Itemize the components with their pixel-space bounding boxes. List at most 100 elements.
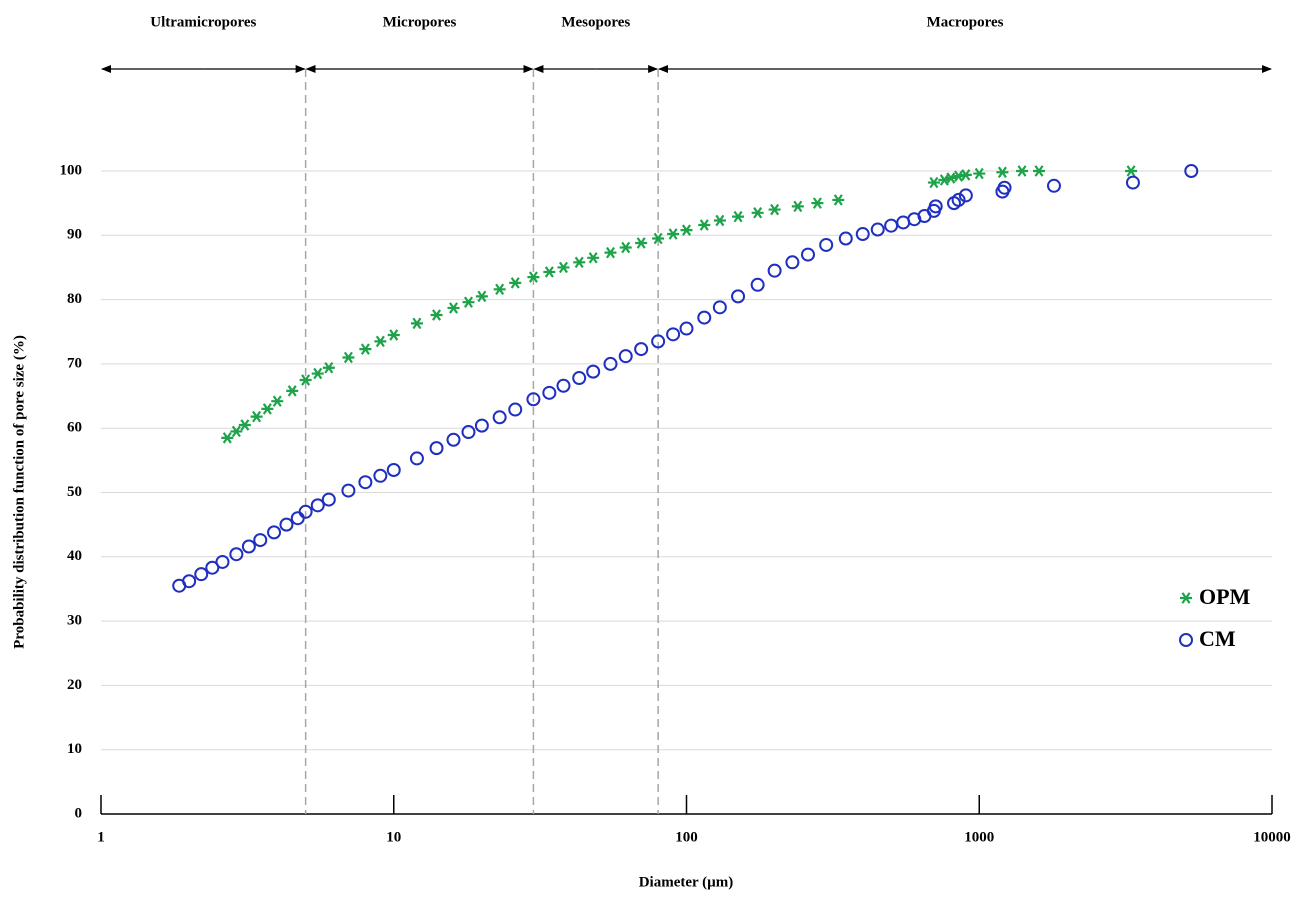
data-point — [474, 418, 489, 433]
legend-label: CM — [1199, 626, 1236, 651]
x-tick-label: 10000 — [1253, 829, 1291, 845]
data-point — [855, 227, 870, 242]
legend-marker — [1180, 592, 1192, 604]
data-point — [634, 342, 649, 357]
y-tick-label: 40 — [67, 548, 82, 564]
data-point — [556, 378, 571, 393]
data-point — [750, 277, 765, 292]
data-point — [493, 283, 506, 296]
data-point — [667, 228, 680, 240]
data-point — [996, 166, 1009, 179]
data-point — [342, 351, 355, 364]
data-point — [604, 246, 617, 259]
data-point — [261, 403, 274, 415]
data-point — [603, 356, 618, 371]
data-point — [944, 172, 957, 184]
data-point — [1125, 165, 1138, 177]
data-point — [429, 441, 444, 456]
data-point — [238, 419, 251, 431]
y-tick-label: 0 — [75, 805, 83, 821]
data-point — [299, 374, 312, 386]
data-point — [635, 237, 648, 249]
data-point — [572, 371, 587, 386]
data-point — [461, 425, 476, 440]
data-point — [573, 256, 586, 269]
data-point — [586, 364, 601, 379]
data-point — [286, 385, 299, 397]
region-label: Macropores — [927, 14, 1004, 30]
data-point — [253, 533, 268, 548]
data-point — [997, 180, 1012, 195]
data-point — [800, 247, 815, 262]
data-point — [374, 335, 387, 348]
data-point — [182, 574, 197, 589]
data-point — [698, 219, 711, 231]
data-point — [508, 402, 523, 417]
data-point — [215, 554, 230, 569]
region-label: Mesopores — [561, 14, 630, 30]
y-tick-label: 60 — [67, 420, 82, 436]
data-point — [1033, 165, 1046, 177]
data-point — [652, 232, 665, 245]
region-label: Ultramicropores — [150, 14, 256, 30]
data-point — [409, 451, 424, 466]
data-point — [310, 498, 325, 513]
data-point — [838, 231, 853, 246]
data-point — [543, 266, 556, 278]
data-point — [492, 410, 507, 425]
data-point — [341, 483, 356, 498]
data-point — [279, 517, 294, 532]
data-point — [205, 560, 220, 575]
y-tick-label: 80 — [67, 291, 82, 307]
data-point — [221, 432, 234, 444]
data-point — [557, 261, 570, 274]
data-point — [619, 241, 632, 254]
legend-marker — [1179, 633, 1193, 647]
data-point — [410, 317, 423, 330]
data-point — [1184, 164, 1199, 178]
data-point — [767, 263, 782, 278]
data-point — [241, 539, 256, 554]
data-point — [697, 310, 712, 325]
data-point — [732, 210, 745, 223]
data-point — [928, 199, 943, 214]
y-tick-label: 30 — [67, 613, 82, 629]
y-tick-label: 90 — [67, 227, 82, 243]
x-axis-label: Diameter (µm) — [639, 874, 734, 890]
data-point — [322, 362, 335, 374]
data-point — [290, 511, 305, 526]
data-point — [731, 289, 746, 304]
data-point — [713, 214, 726, 227]
data-point — [870, 222, 885, 237]
data-point — [927, 176, 940, 189]
x-tick-label: 1 — [97, 829, 105, 845]
data-point — [958, 188, 973, 203]
y-tick-label: 70 — [67, 355, 82, 371]
data-point — [1125, 175, 1140, 190]
data-point — [651, 334, 666, 349]
data-point — [527, 271, 540, 283]
data-point — [973, 167, 986, 180]
data-point — [832, 194, 845, 206]
data-point — [587, 252, 600, 264]
y-tick-label: 20 — [67, 677, 82, 693]
data-point — [446, 432, 461, 447]
data-point — [229, 547, 244, 562]
x-tick-label: 100 — [675, 829, 698, 845]
y-axis-label: Probability distribution function of por… — [11, 335, 27, 649]
data-point — [462, 296, 475, 308]
data-point — [1046, 178, 1061, 193]
data-point — [951, 192, 966, 207]
data-point — [386, 462, 401, 477]
data-point — [475, 290, 488, 303]
data-point — [618, 349, 633, 364]
data-point — [679, 321, 694, 336]
x-tick-label: 1000 — [964, 829, 994, 845]
data-point — [298, 504, 313, 519]
data-point — [768, 203, 781, 216]
data-point — [430, 309, 443, 321]
data-point — [1016, 165, 1029, 177]
data-point — [447, 302, 460, 314]
data-point — [791, 200, 804, 213]
data-point — [959, 169, 972, 181]
